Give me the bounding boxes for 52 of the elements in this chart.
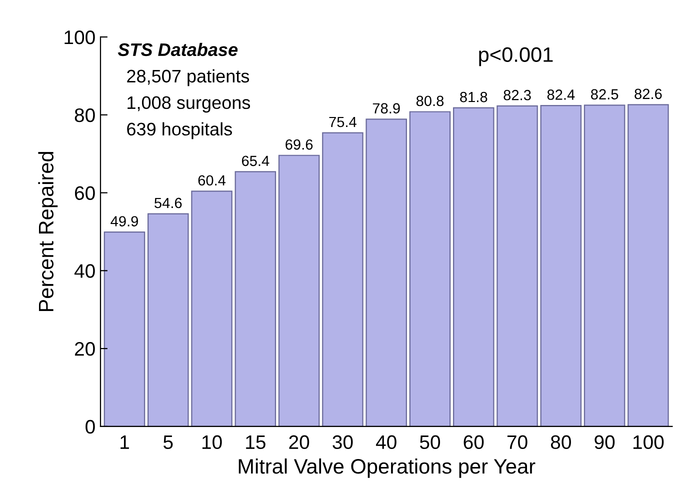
x-tick-label: 1: [120, 435, 129, 449]
bar: [278, 154, 320, 426]
annotation: p<0.001: [479, 47, 553, 66]
data-label: 80.8: [416, 96, 444, 106]
data-label: 65.4: [242, 156, 270, 166]
x-tick-label: 60: [464, 435, 484, 450]
y-tick-label: 20: [74, 342, 95, 356]
y-tick-label: 60: [74, 186, 95, 200]
x-tick-label: 40: [376, 435, 396, 450]
data-label: 82.3: [504, 90, 531, 100]
bar: [496, 105, 538, 426]
x-tick-label: 5: [164, 435, 173, 450]
x-tick-label: 80: [550, 435, 571, 450]
data-label: 78.9: [372, 103, 400, 114]
x-tick-label: 50: [420, 435, 440, 450]
bar: [234, 171, 276, 426]
annotation: STS Database: [118, 42, 238, 56]
annotation: 28,507 patients: [127, 69, 250, 86]
data-label: 60.4: [198, 175, 226, 186]
annotation: 1,008 surgeons: [128, 96, 250, 113]
y-tick-label: 80: [74, 108, 95, 122]
data-label: 69.6: [286, 139, 313, 150]
data-label: 82.5: [591, 89, 618, 100]
x-tick-label: 90: [594, 435, 615, 450]
x-tick-label: 100: [633, 435, 664, 450]
bar: [584, 104, 626, 426]
bar: [191, 190, 232, 426]
y-tick-label: 40: [74, 264, 95, 278]
x-tick-label: 30: [332, 435, 353, 450]
bar: [628, 104, 669, 426]
annotation: 639 hospitals: [127, 122, 232, 140]
x-tick-label: 20: [289, 435, 310, 450]
x-axis-title: Mitral Valve Operations per Year: [238, 458, 536, 478]
y-tick-label: 0: [86, 420, 95, 434]
x-tick-label: 70: [507, 435, 528, 450]
bar: [104, 232, 146, 426]
data-label: 82.4: [547, 90, 575, 100]
x-tick-label: 10: [202, 435, 222, 450]
data-label: 54.6: [154, 198, 182, 208]
bar: [453, 107, 494, 426]
data-label: 49.9: [110, 216, 138, 226]
data-label: 82.6: [634, 88, 662, 100]
bar: [540, 104, 582, 426]
data-label: 75.4: [329, 116, 356, 128]
bar: [366, 118, 407, 426]
bar: [148, 213, 189, 426]
bar: [409, 111, 451, 426]
bar: [322, 132, 364, 426]
data-label: 81.8: [460, 92, 488, 102]
y-tick-label: 100: [64, 30, 95, 44]
x-tick-label: 15: [246, 435, 266, 450]
y-axis-title: Percent Repaired: [38, 152, 58, 312]
